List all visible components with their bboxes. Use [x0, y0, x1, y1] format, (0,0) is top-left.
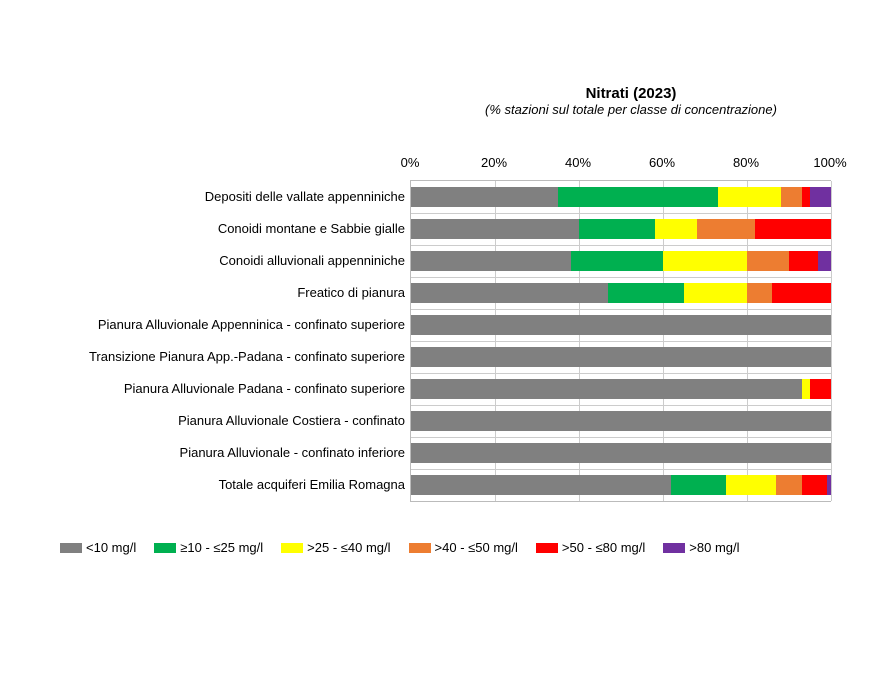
- legend-item: >40 - ≤50 mg/l: [409, 540, 518, 555]
- legend-item: ≥10 - ≤25 mg/l: [154, 540, 263, 555]
- bar-segment: [411, 187, 558, 207]
- bar-segment: [697, 219, 756, 239]
- bar-segment: [802, 187, 810, 207]
- gridline-horizontal: [411, 309, 831, 310]
- legend-swatch: [663, 543, 685, 553]
- legend-item: >80 mg/l: [663, 540, 739, 555]
- bar-segment: [411, 251, 571, 271]
- bar-segment: [718, 187, 781, 207]
- legend-label: <10 mg/l: [86, 540, 136, 555]
- legend-item: <10 mg/l: [60, 540, 136, 555]
- bar-segment: [663, 251, 747, 271]
- gridline-horizontal: [411, 245, 831, 246]
- y-tick-label: Pianura Alluvionale - confinato inferior…: [5, 446, 405, 459]
- bar-segment: [411, 443, 831, 463]
- legend-label: >25 - ≤40 mg/l: [307, 540, 390, 555]
- legend-item: >25 - ≤40 mg/l: [281, 540, 390, 555]
- bar-segment: [747, 283, 772, 303]
- legend-swatch: [60, 543, 82, 553]
- gridline-horizontal: [411, 213, 831, 214]
- y-tick-label: Pianura Alluvionale Padana - confinato s…: [5, 382, 405, 395]
- legend-label: >80 mg/l: [689, 540, 739, 555]
- x-tick-label: 0%: [401, 155, 420, 170]
- x-tick-label: 20%: [481, 155, 507, 170]
- legend-swatch: [409, 543, 431, 553]
- bar-segment: [726, 475, 776, 495]
- y-tick-label: Freatico di pianura: [5, 286, 405, 299]
- bar-segment: [810, 187, 831, 207]
- bar-row: [411, 187, 831, 207]
- bar-segment: [579, 219, 655, 239]
- bar-segment: [772, 283, 831, 303]
- y-tick-label: Conoidi montane e Sabbie gialle: [5, 222, 405, 235]
- bar-segment: [802, 379, 810, 399]
- x-tick-label: 80%: [733, 155, 759, 170]
- bar-segment: [818, 251, 831, 271]
- y-tick-label: Totale acquiferi Emilia Romagna: [5, 478, 405, 491]
- x-tick-label: 60%: [649, 155, 675, 170]
- bar-segment: [411, 379, 802, 399]
- legend-item: >50 - ≤80 mg/l: [536, 540, 645, 555]
- y-tick-label: Pianura Alluvionale Costiera - confinato: [5, 414, 405, 427]
- bar-row: [411, 347, 831, 367]
- legend-label: >50 - ≤80 mg/l: [562, 540, 645, 555]
- bar-segment: [411, 475, 671, 495]
- bar-segment: [411, 411, 831, 431]
- bar-segment: [776, 475, 801, 495]
- gridline-horizontal: [411, 277, 831, 278]
- y-tick-label: Pianura Alluvionale Appenninica - confin…: [5, 318, 405, 331]
- bar-segment: [558, 187, 718, 207]
- gridline-vertical: [831, 181, 832, 501]
- bar-segment: [755, 219, 831, 239]
- bar-row: [411, 251, 831, 271]
- legend-swatch: [154, 543, 176, 553]
- x-axis-labels: 0%20%40%60%80%100%: [410, 155, 830, 175]
- bar-segment: [671, 475, 726, 495]
- gridline-horizontal: [411, 469, 831, 470]
- y-tick-label: Depositi delle vallate appenniniche: [5, 190, 405, 203]
- bar-segment: [789, 251, 818, 271]
- bar-row: [411, 475, 831, 495]
- chart-title-block: Nitrati (2023) (% stazioni sul totale pe…: [410, 85, 852, 117]
- bar-segment: [781, 187, 802, 207]
- bar-segment: [802, 475, 827, 495]
- bar-segment: [747, 251, 789, 271]
- chart-subtitle: (% stazioni sul totale per classe di con…: [410, 102, 852, 117]
- plot-area: [410, 180, 831, 502]
- bar-segment: [411, 219, 579, 239]
- bar-row: [411, 283, 831, 303]
- bar-segment: [411, 315, 831, 335]
- chart-title: Nitrati (2023): [410, 85, 852, 102]
- bar-row: [411, 315, 831, 335]
- bar-row: [411, 219, 831, 239]
- y-tick-label: Conoidi alluvionali appenniniche: [5, 254, 405, 267]
- bar-segment: [655, 219, 697, 239]
- x-tick-label: 100%: [813, 155, 846, 170]
- legend-label: >40 - ≤50 mg/l: [435, 540, 518, 555]
- y-tick-label: Transizione Pianura App.-Padana - confin…: [5, 350, 405, 363]
- bar-segment: [411, 283, 608, 303]
- bar-segment: [827, 475, 831, 495]
- y-axis-labels: Depositi delle vallate appenniniche Conoi…: [0, 180, 405, 500]
- bar-segment: [411, 347, 831, 367]
- legend-swatch: [536, 543, 558, 553]
- bar-row: [411, 379, 831, 399]
- gridline-horizontal: [411, 373, 831, 374]
- x-tick-label: 40%: [565, 155, 591, 170]
- gridline-horizontal: [411, 341, 831, 342]
- bar-segment: [608, 283, 684, 303]
- gridline-horizontal: [411, 437, 831, 438]
- legend-label: ≥10 - ≤25 mg/l: [180, 540, 263, 555]
- bar-segment: [571, 251, 663, 271]
- bar-row: [411, 411, 831, 431]
- legend: <10 mg/l ≥10 - ≤25 mg/l >25 - ≤40 mg/l >40 …: [60, 540, 852, 555]
- bar-row: [411, 443, 831, 463]
- nitrati-chart: Nitrati (2023) (% stazioni sul totale pe…: [0, 0, 882, 682]
- bar-segment: [810, 379, 831, 399]
- legend-swatch: [281, 543, 303, 553]
- gridline-horizontal: [411, 405, 831, 406]
- bar-segment: [684, 283, 747, 303]
